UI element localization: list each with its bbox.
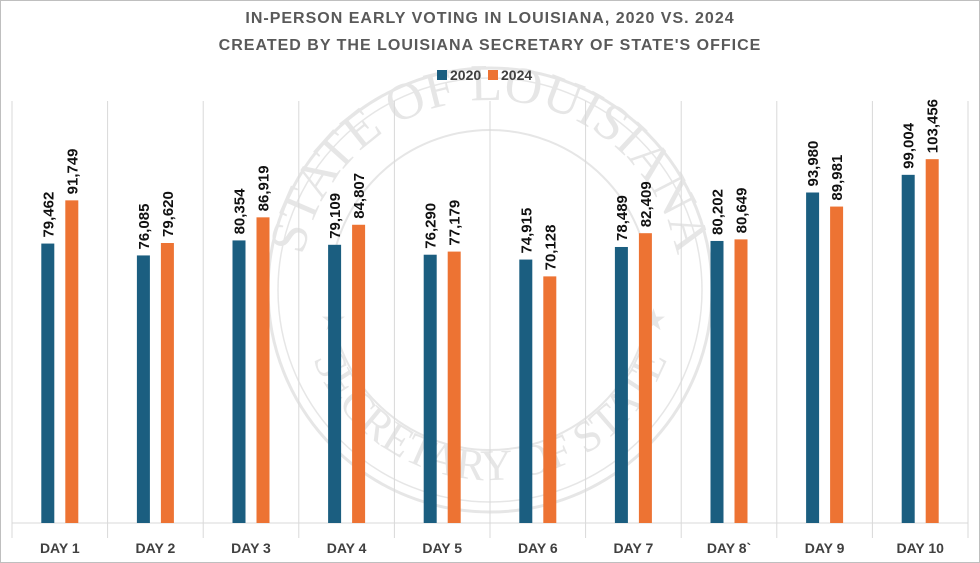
data-label-2024: 103,456 <box>925 99 942 153</box>
data-label-2024: 86,919 <box>256 165 273 211</box>
category-label: DAY 1 <box>40 540 80 556</box>
bar-2024 <box>734 239 748 524</box>
legend-swatch-2020 <box>437 70 447 80</box>
data-label-2024: 79,620 <box>160 191 177 237</box>
data-label-2020: 76,290 <box>423 203 440 249</box>
category-label: DAY 4 <box>327 540 367 556</box>
bar-2020 <box>901 174 915 523</box>
data-label-2020: 99,004 <box>901 122 918 169</box>
data-label-2020: 80,202 <box>710 189 727 235</box>
data-label-2020: 78,489 <box>614 195 631 241</box>
bar-2020 <box>328 244 342 523</box>
data-label-2024: 70,128 <box>542 224 559 270</box>
category-label: DAY 8` <box>707 540 751 556</box>
category-label: DAY 10 <box>896 540 944 556</box>
bar-2024 <box>160 243 174 524</box>
category-label: DAY 9 <box>805 540 845 556</box>
data-label-2024: 89,981 <box>829 155 846 201</box>
data-label-2020: 74,915 <box>518 208 535 254</box>
bar-2020 <box>136 255 150 523</box>
chart-subtitle: CREATED BY THE LOUISIANA SECRETARY OF ST… <box>219 37 762 54</box>
category-labels: DAY 1 DAY 2 DAY 3 DAY 4 DAY 5 DAY 6 DAY 7 DAY 8… <box>40 540 944 556</box>
bar-2020 <box>614 246 628 523</box>
legend-swatch-2024 <box>488 70 498 80</box>
data-label-2024: 80,649 <box>734 187 751 233</box>
data-label-2020: 79,462 <box>40 192 57 238</box>
legend-label-2020: 2020 <box>450 67 481 83</box>
data-labels: 79,462 91,749 76,085 79,620 80,354 86,919 79,1… <box>40 99 941 270</box>
bar-2024 <box>925 159 939 523</box>
bar-2020 <box>41 243 55 523</box>
chart-title: IN-PERSON EARLY VOTING IN LOUISIANA, 202… <box>245 10 734 27</box>
bar-2024 <box>65 200 79 523</box>
category-label: DAY 7 <box>614 540 654 556</box>
bar-2024 <box>543 276 557 523</box>
bar-2024 <box>638 233 652 524</box>
data-label-2024: 84,807 <box>351 173 368 219</box>
data-label-2020: 80,354 <box>232 188 249 235</box>
bar-2020 <box>232 240 246 524</box>
data-label-2024: 82,409 <box>638 181 655 227</box>
legend-label-2024: 2024 <box>501 67 532 83</box>
data-label-2020: 76,085 <box>136 204 153 250</box>
category-label: DAY 5 <box>422 540 462 556</box>
bar-2020 <box>710 240 724 523</box>
category-label: DAY 2 <box>136 540 176 556</box>
data-label-2024: 77,179 <box>447 200 464 246</box>
bar-2020 <box>519 259 533 523</box>
category-label: DAY 3 <box>231 540 271 556</box>
data-label-2020: 79,109 <box>327 193 344 239</box>
bars <box>41 159 939 524</box>
category-label: DAY 6 <box>518 540 558 556</box>
bar-2024 <box>256 217 270 524</box>
data-label-2024: 91,749 <box>64 148 81 194</box>
bar-2020 <box>806 192 820 523</box>
data-label-2020: 93,980 <box>805 141 822 187</box>
bar-2024 <box>352 224 366 523</box>
gridlines <box>11 101 969 538</box>
bar-2024 <box>447 251 461 523</box>
bar-2024 <box>830 206 844 523</box>
legend: 2020 2024 <box>437 67 532 83</box>
bar-2020 <box>423 254 437 523</box>
